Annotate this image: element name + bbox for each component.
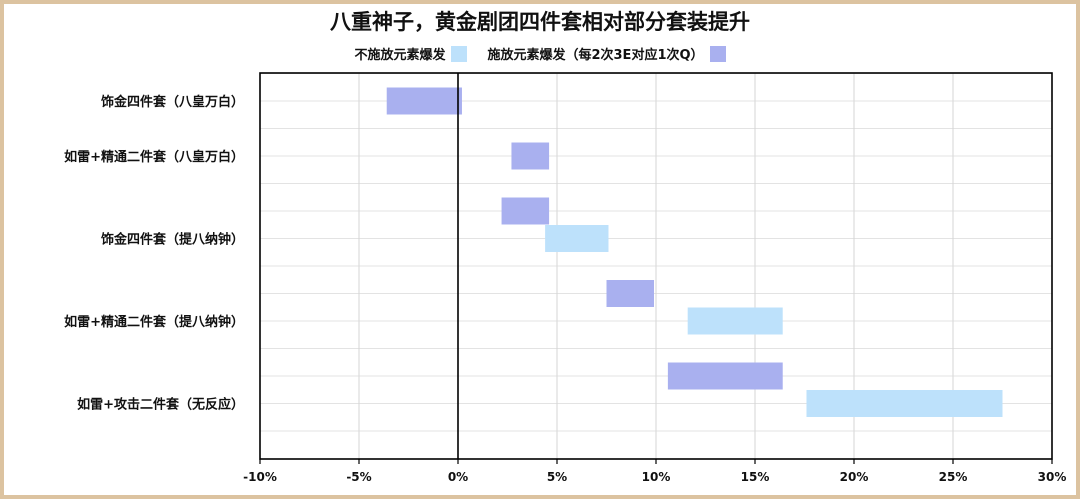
category-label: 如雷+攻击二件套（无反应） — [77, 397, 244, 413]
bar-burst — [501, 197, 550, 225]
legend-label-no-burst: 不施放元素爆发 — [354, 48, 446, 63]
x-tick-label: 25% — [939, 470, 968, 484]
category-label: 饰金四件套（八皇万白） — [101, 94, 244, 110]
category-label: 如雷+精通二件套（提八纳钟） — [64, 314, 244, 330]
x-tick-label: -5% — [346, 470, 371, 484]
x-tick-label: 0% — [448, 470, 468, 484]
category-label: 饰金四件套（提八纳钟） — [101, 232, 244, 248]
bar-no-burst — [687, 307, 783, 335]
x-tick-label: 10% — [642, 470, 671, 484]
legend-item-burst: 施放元素爆发（每2次3E对应1次Q） — [487, 44, 726, 63]
x-tick-label: 5% — [547, 470, 567, 484]
legend-swatch-no-burst — [451, 45, 468, 62]
bar-no-burst — [806, 390, 1003, 417]
x-tick-label: -10% — [243, 470, 277, 484]
legend-swatch-burst — [709, 45, 726, 62]
bar-burst — [606, 280, 655, 307]
legend-label-burst: 施放元素爆发（每2次3E对应1次Q） — [487, 48, 704, 63]
category-label: 如雷+精通二件套（八皇万白） — [64, 149, 244, 165]
bar-burst — [667, 362, 783, 390]
x-tick-label: 30% — [1038, 470, 1067, 484]
chart-legend: 不施放元素爆发 施放元素爆发（每2次3E对应1次Q） — [0, 44, 1080, 63]
x-tick-label: 15% — [741, 470, 770, 484]
legend-item-no-burst: 不施放元素爆发 — [354, 44, 468, 63]
bar-burst — [386, 87, 462, 115]
bar-no-burst — [545, 225, 609, 252]
chart-title: 八重神子，黄金剧团四件套相对部分套装提升 — [330, 10, 750, 34]
bar-burst — [511, 142, 550, 170]
x-tick-label: 20% — [840, 470, 869, 484]
